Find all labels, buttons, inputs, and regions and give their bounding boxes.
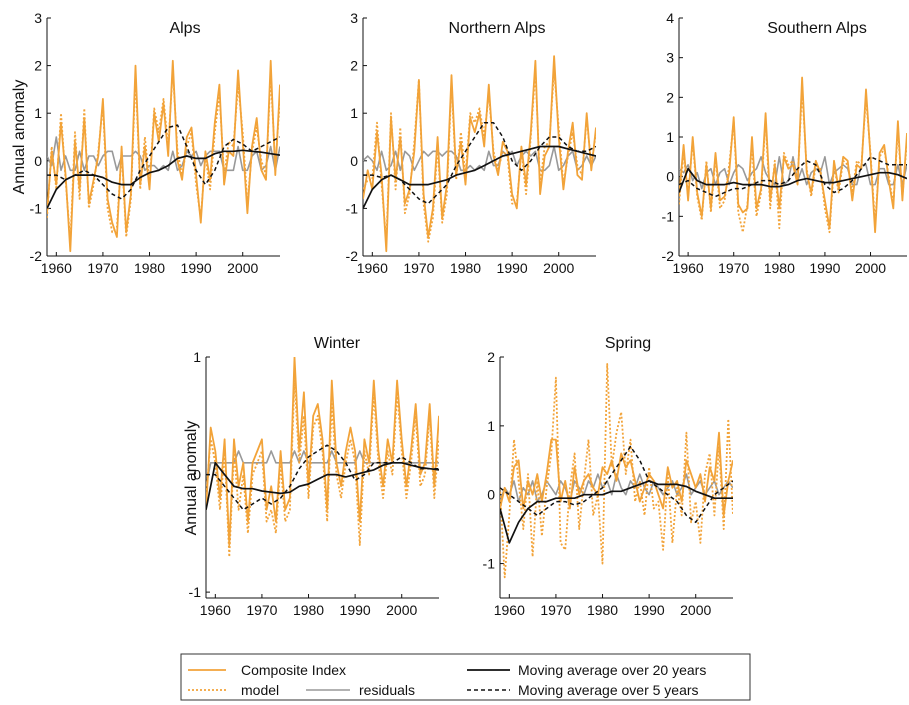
x-tick-label: 2000 (855, 260, 886, 276)
chart-title: Northern Alps (449, 20, 546, 37)
y-tick-label: -1 (346, 200, 359, 216)
y-tick-label: -1 (30, 200, 43, 216)
x-tick-label: 1970 (87, 260, 118, 276)
legend-label: residuals (359, 682, 415, 698)
series-line-model (206, 379, 439, 558)
legend-label: Composite Index (241, 662, 346, 678)
legend-label: model (241, 682, 279, 698)
panel-winter: -1 0 1 1960 1970 1980 1990 2000 Winter Annual ano… (183, 335, 439, 618)
y-tick-label: 2 (666, 89, 674, 105)
y-tick-label: 1 (350, 105, 358, 121)
y-tick-label: -1 (189, 584, 202, 600)
chart-title: Southern Alps (767, 20, 867, 37)
y-tick-label: -1 (483, 556, 496, 572)
series-line-residuals (679, 156, 907, 190)
legend-box (180, 653, 751, 701)
panel-spring: -1 0 1 2 1960 1970 1980 1990 2000 Spring (483, 335, 733, 618)
x-tick-label: 1990 (181, 260, 212, 276)
chart-title: Spring (605, 335, 651, 352)
series-line-model (363, 69, 596, 243)
x-tick-label: 1970 (718, 260, 749, 276)
panel-alps: -2 -1 0 1 2 3 1960 1970 1980 1990 2000 Alps Annual a… (11, 10, 280, 276)
series-line-model (500, 362, 733, 579)
series-line-moving-average-over-20-years (679, 167, 907, 193)
series-line-model (47, 69, 280, 243)
x-tick-label: 2000 (680, 602, 711, 618)
y-tick-label: 2 (34, 58, 42, 74)
x-tick-label: 1990 (809, 260, 840, 276)
legend-label: Moving average over 5 years (518, 682, 699, 698)
legend: Composite Index model residuals Moving aver… (180, 653, 751, 701)
y-tick-label: -2 (346, 248, 359, 264)
y-tick-label: 0 (487, 487, 495, 503)
legend-label: Moving average over 20 years (518, 662, 706, 678)
y-tick-label: 3 (350, 10, 358, 26)
y-tick-label: 1 (666, 129, 674, 145)
series-line-moving-average-over-20-years (47, 149, 280, 209)
chart-title: Winter (314, 335, 361, 352)
panel-northern-alps: -2 -1 0 1 2 3 1960 1970 1980 1990 2000 Northern Alp… (346, 10, 596, 276)
x-tick-label: 1980 (587, 602, 618, 618)
x-tick-label: 1960 (494, 602, 525, 618)
x-tick-label: 1980 (134, 260, 165, 276)
chart-title: Alps (169, 20, 200, 37)
series-line-moving-average-over-20-years (500, 480, 733, 544)
x-tick-label: 1990 (497, 260, 528, 276)
series-line-residuals (47, 136, 280, 172)
series-line-model (679, 88, 907, 234)
y-tick-label: 0 (34, 153, 42, 169)
y-tick-label: -2 (662, 248, 675, 264)
series-line-composite-index (363, 55, 596, 253)
x-tick-label: 1960 (41, 260, 72, 276)
series-line-composite-index (500, 431, 733, 517)
y-tick-label: 0 (666, 169, 674, 185)
x-tick-label: 2000 (543, 260, 574, 276)
y-tick-label: 4 (666, 10, 674, 26)
x-tick-label: 1990 (634, 602, 665, 618)
x-tick-label: 1970 (246, 602, 277, 618)
y-tick-label: 1 (34, 105, 42, 121)
series-line-moving-average-over-20-years (363, 145, 596, 209)
y-tick-label: -2 (30, 248, 43, 264)
y-tick-label: 0 (193, 467, 201, 483)
x-tick-label: 1990 (340, 602, 371, 618)
series-line-moving-average-over-5-years (47, 124, 280, 200)
y-axis-label: Annual anomaly (11, 80, 28, 195)
y-tick-label: 2 (350, 58, 358, 74)
y-tick-label: 1 (487, 418, 495, 434)
series-line-moving-average-over-20-years (206, 461, 439, 510)
x-tick-label: 1980 (764, 260, 795, 276)
y-tick-label: 3 (34, 10, 42, 26)
panel-southern-alps: -2 -1 0 1 2 3 4 1960 1970 1980 1990 2000 Southern Al… (662, 10, 907, 276)
y-tick-label: 2 (487, 349, 495, 365)
y-tick-label: 3 (666, 50, 674, 66)
x-tick-label: 1980 (450, 260, 481, 276)
x-tick-label: 1970 (403, 260, 434, 276)
x-tick-label: 2000 (386, 602, 417, 618)
series-line-composite-index (206, 357, 439, 546)
x-tick-label: 1970 (540, 602, 571, 618)
x-tick-label: 1960 (673, 260, 704, 276)
y-tick-label: 0 (350, 153, 358, 169)
x-tick-label: 1960 (200, 602, 231, 618)
series-line-moving-average-over-5-years (206, 444, 439, 511)
x-tick-label: 2000 (227, 260, 258, 276)
x-tick-label: 1980 (293, 602, 324, 618)
x-tick-label: 1960 (357, 260, 388, 276)
y-tick-label: -1 (662, 208, 675, 224)
series-line-moving-average-over-5-years (679, 156, 907, 198)
y-axis-label: Annual anomaly (183, 421, 200, 536)
y-tick-label: 1 (193, 349, 201, 365)
series-line-composite-index (679, 76, 907, 234)
